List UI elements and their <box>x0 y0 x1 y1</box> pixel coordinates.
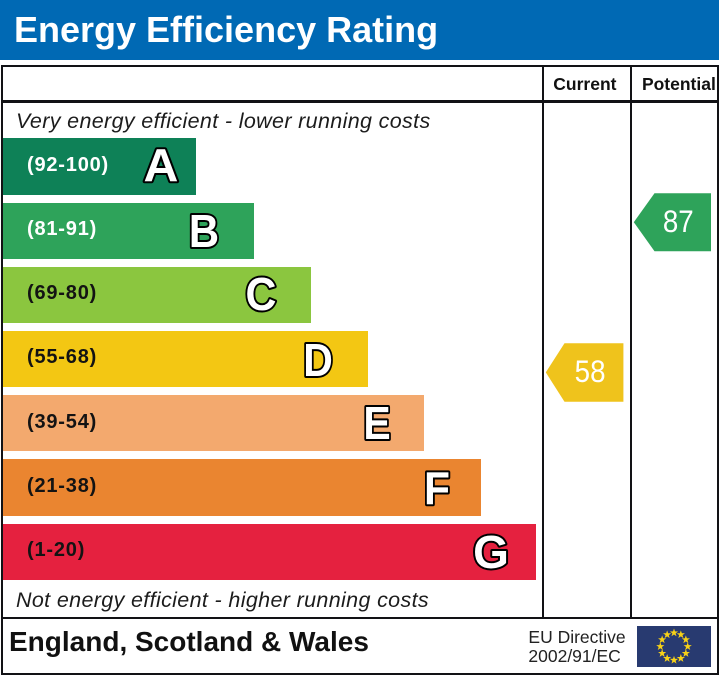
svg-text:A: A <box>144 139 179 191</box>
svg-text:F: F <box>424 464 450 515</box>
svg-text:D: D <box>303 336 333 387</box>
svg-text:E: E <box>363 399 390 450</box>
svg-text:B: B <box>189 207 219 258</box>
svg-text:C: C <box>245 270 276 321</box>
svg-text:58: 58 <box>575 355 606 390</box>
svg-text:G: G <box>473 526 509 578</box>
svg-text:87: 87 <box>663 205 694 240</box>
